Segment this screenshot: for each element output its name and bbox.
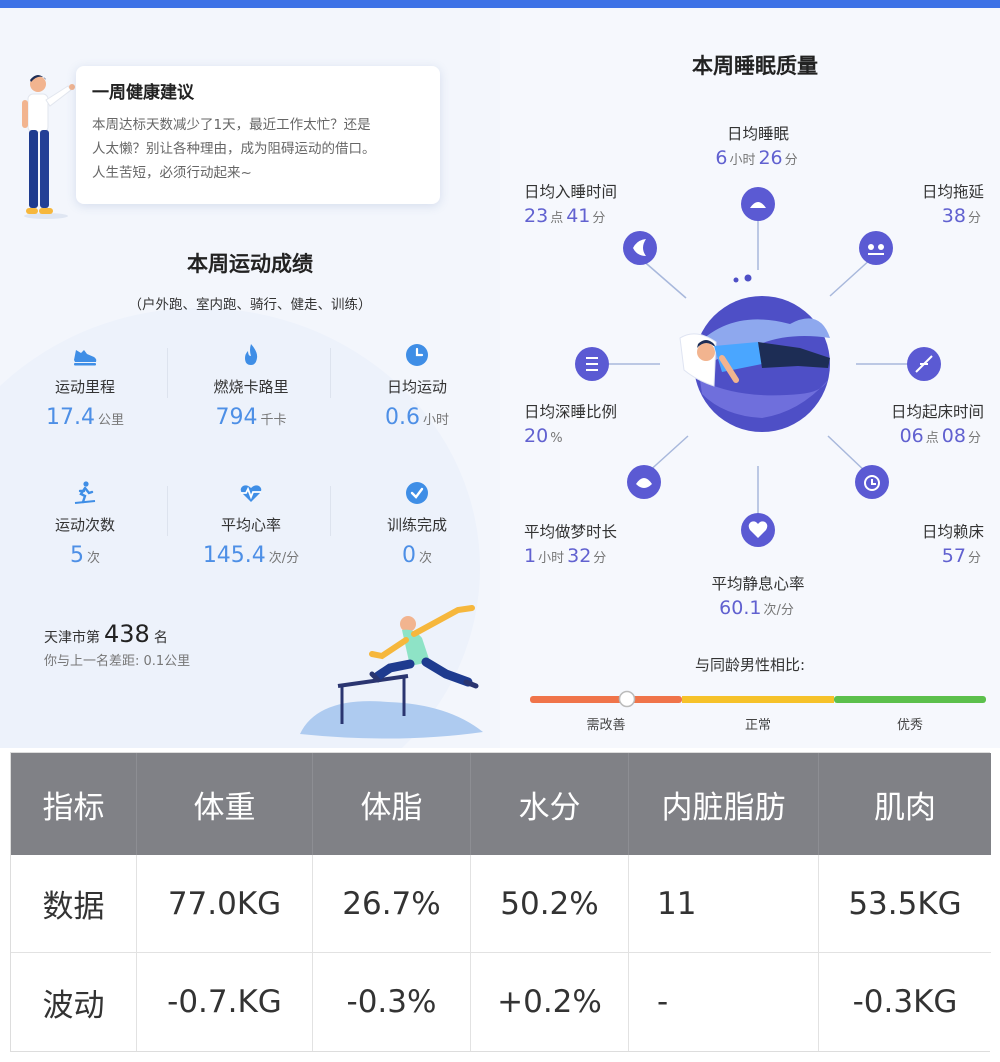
header-cell: 肌肉 <box>874 789 936 826</box>
table-cell: 50.2% <box>471 855 629 952</box>
stat-calories: 燃烧卡路里 794 千卡 <box>176 342 326 430</box>
metric-avg-sleep: 日均睡眠 6 小时 26 分 <box>715 125 798 169</box>
metric-deep-ratio: 日均深睡比例 20% <box>524 403 618 447</box>
exercise-title: 本周运动成绩 <box>120 248 390 278</box>
heartbeat-icon <box>240 485 262 502</box>
shoe-icon <box>74 350 97 366</box>
exercise-panel: 一周健康建议 本周达标天数减少了1天，最近工作太忙？还是 人太懒？别让各种理由，… <box>0 8 500 748</box>
header-cell: 指标 <box>11 753 137 855</box>
rank-gap: 你与上一名差距: 0.1公里 <box>44 654 191 669</box>
metric-wake-time: 日均起床时间 06 点 08 分 <box>890 403 984 447</box>
advice-text: 本周达标天数减少了1天，最近工作太忙？还是 人太懒？别让各种理由，成为阻碍运动的… <box>92 117 376 181</box>
header-cell: 水分 <box>471 753 629 855</box>
table-cell: 77.0KG <box>137 855 313 952</box>
table-cell: -0.3% <box>313 953 471 1051</box>
metric-bedtime: 日均入睡时间 23 点 41 分 <box>524 183 618 227</box>
sleep-panel: 本周睡眠质量 <box>500 8 1000 748</box>
header-cell: 内脏脂肪 <box>629 753 819 855</box>
coach-illustration <box>22 75 75 219</box>
table-cell: 53.5KG <box>848 885 962 922</box>
check-circle-icon <box>406 482 428 504</box>
body-composition-table: 指标 体重 体脂 水分 内脏脂肪 肌肉 数据 77.0KG 26.7% 50.2… <box>10 752 991 1052</box>
stat-mileage: 运动里程 17.4 公里 <box>10 342 160 430</box>
metric-lying: 日均赖床 57 分 <box>921 523 984 567</box>
table-cell: 数据 <box>11 855 137 952</box>
scale-label-good: 优秀 <box>896 718 923 733</box>
table-row: 波动 -0.7.KG -0.3% +0.2% - -0.3KG <box>11 953 991 1051</box>
health-advice-card: 一周健康建议 本周达标天数减少了1天，最近工作太忙？还是 人太懒？别让各种理由，… <box>76 66 440 204</box>
sleep-title: 本周睡眠质量 <box>650 50 870 80</box>
table-cell: 26.7% <box>313 855 471 952</box>
metric-resting-hr: 平均静息心率 60.1 次/分 <box>711 575 805 619</box>
rank-number: 438 <box>104 620 150 648</box>
compare-label: 与同龄男性相比: <box>694 656 806 674</box>
top-stripe <box>0 0 1000 8</box>
treadmill-icon <box>74 481 96 504</box>
table-row: 数据 77.0KG 26.7% 50.2% 11 53.5KG <box>11 855 991 953</box>
scale-label-poor: 需改善 <box>586 718 626 733</box>
clock-icon <box>406 344 428 366</box>
exercise-subtitle: （户外跑、室内跑、骑行、健走、训练） <box>128 297 372 313</box>
table-cell: +0.2% <box>471 953 629 1051</box>
metric-dream: 平均做梦时长 1 小时 32 分 <box>524 523 618 567</box>
table-cell: -0.3KG <box>852 984 958 1020</box>
metric-delay: 日均拖延 38 分 <box>921 183 984 227</box>
scale-label-normal: 正常 <box>744 718 771 733</box>
advice-title: 一周健康建议 <box>92 83 194 103</box>
sleep-diagram <box>530 187 986 708</box>
hurdle-runner-illustration <box>300 605 483 739</box>
table-cell: 11 <box>629 855 819 952</box>
flame-icon <box>245 344 258 365</box>
header-cell: 体脂 <box>313 753 471 855</box>
table-header: 指标 体重 体脂 水分 内脏脂肪 肌肉 <box>11 753 991 855</box>
table-cell: - <box>629 953 819 1051</box>
header-cell: 体重 <box>137 753 313 855</box>
table-cell: 波动 <box>11 953 137 1051</box>
city-rank: 天津市第 438 名 你与上一名差距: 0.1公里 <box>44 620 191 669</box>
stat-daily-exercise: 日均运动 0.6 小时 <box>342 342 492 430</box>
stat-heart-rate: 平均心率 145.4 次/分 <box>176 480 326 568</box>
table-cell: -0.7.KG <box>137 953 313 1051</box>
